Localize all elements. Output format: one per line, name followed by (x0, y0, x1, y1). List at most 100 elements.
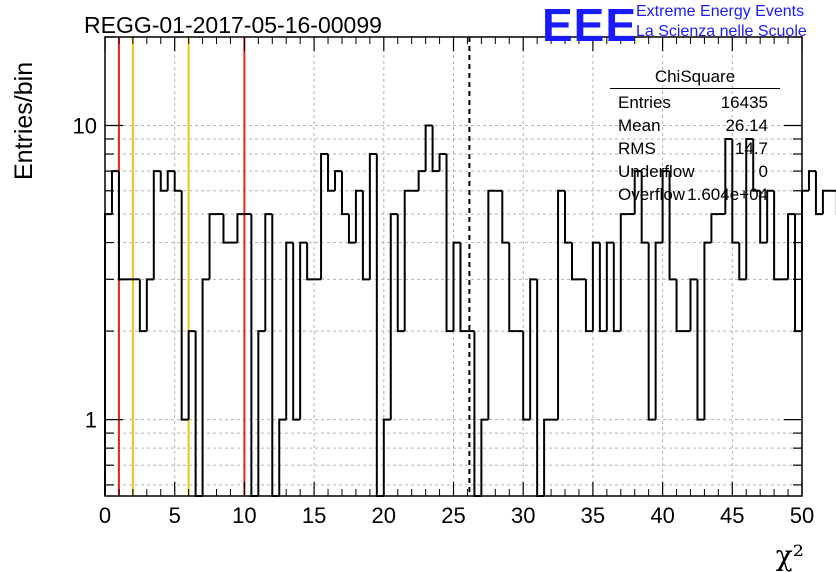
axis-ticks (104, 36, 803, 496)
histogram-bin (327, 154, 336, 192)
histogram-bin (787, 213, 796, 280)
stats-row-overflow: Overflow 1.604e+04 (610, 183, 780, 206)
histogram-bin (166, 170, 175, 191)
x-tick-label: 15 (302, 503, 326, 528)
histogram-bin (522, 331, 531, 421)
histogram-bin (794, 214, 802, 333)
histogram-bin (745, 137, 754, 280)
histogram-bin (180, 190, 189, 421)
histogram-bin (501, 190, 510, 244)
stats-value: 14.7 (734, 139, 768, 158)
histogram-bin (361, 190, 370, 281)
histogram-bin (250, 214, 259, 497)
x-axis-label: χ² (776, 539, 804, 572)
histogram-bin (375, 154, 384, 497)
histogram-bin (752, 138, 761, 192)
histogram-bin (612, 242, 621, 333)
histogram-bin (117, 171, 126, 281)
histogram-bin (605, 241, 614, 332)
histogram-bin (591, 241, 600, 332)
histogram-bin (619, 213, 628, 332)
stats-key: Overflow (618, 185, 686, 204)
histogram-bin (320, 153, 329, 280)
histogram-bin (187, 330, 196, 420)
histogram-bin (480, 418, 489, 496)
histogram-bin (173, 171, 182, 192)
histogram-bin (807, 170, 816, 191)
histogram-bin (389, 213, 398, 420)
histogram-bin (557, 189, 566, 420)
histogram-bin (508, 242, 517, 333)
histogram-bin (138, 279, 147, 333)
histogram-bin (201, 278, 210, 496)
histogram-bin (738, 242, 747, 281)
x-tick-labels: 0 5 10 15 20 25 30 35 40 45 50 (99, 503, 814, 528)
x-tick-label: 10 (232, 503, 256, 528)
histogram-bin (382, 418, 391, 496)
histogram-bin (222, 214, 231, 244)
x-tick-label: 45 (720, 503, 744, 528)
stats-row-underflow: Underflow 0 (610, 160, 780, 183)
x-tick-label: 25 (441, 503, 465, 528)
histogram-bin (347, 214, 356, 244)
x-tick-label: 40 (650, 503, 674, 528)
histogram-bin (459, 242, 468, 333)
histogram-bin (640, 171, 649, 244)
x-tick-label: 0 (99, 503, 111, 528)
histogram-bin (598, 242, 607, 333)
histogram-bin (633, 170, 642, 215)
histogram-bin (403, 189, 412, 332)
stats-value: 16435 (720, 93, 768, 112)
histogram-bin (159, 171, 168, 192)
histogram-bin (821, 189, 830, 215)
histogram-bin (424, 124, 433, 172)
x-tick-label: 30 (511, 503, 535, 528)
histogram-bin (536, 279, 545, 497)
stats-row-mean: Mean 26.14 (610, 114, 780, 137)
histogram-bin (543, 418, 552, 496)
histogram-bin (724, 137, 733, 215)
y-tick-labels: 1 10 (73, 114, 97, 433)
histogram-bin (731, 138, 740, 244)
histogram-bin (689, 278, 698, 332)
histogram-bin (431, 125, 440, 173)
histogram-bin (710, 213, 719, 243)
histogram-bin (194, 331, 203, 497)
x-tick-label: 50 (790, 503, 814, 528)
histogram-bin (299, 241, 308, 420)
histogram-bin (236, 213, 245, 243)
histogram-bin (354, 189, 363, 243)
histogram-bin (773, 190, 782, 281)
y-tick-label: 1 (85, 408, 97, 433)
histogram-bin (417, 170, 426, 191)
histogram-bin (654, 241, 663, 420)
histogram-bin (285, 241, 294, 420)
stats-row-rms: RMS 14.7 (610, 137, 780, 160)
stats-key: Underflow (618, 162, 695, 181)
histogram-bin (570, 242, 579, 281)
histogram-bin (696, 279, 705, 421)
histogram-bin (487, 189, 496, 420)
stats-value: 26.14 (725, 116, 768, 135)
histogram-bin (647, 242, 656, 421)
stats-box: ChiSquare Entries 16435 Mean 26.14 RMS 1… (610, 66, 780, 206)
histogram-bin (759, 190, 768, 244)
histogram-bin (334, 170, 342, 191)
histogram-bin (306, 242, 315, 281)
histogram-bin (675, 279, 684, 333)
histogram-bin (340, 171, 349, 216)
logo-subtitle-line-2: La Scienza nelle Scuole (636, 23, 807, 40)
histogram-series (104, 124, 836, 497)
histogram-bin (438, 153, 447, 172)
stats-value: 0 (758, 162, 768, 181)
histogram-bin (661, 170, 670, 243)
histogram-bin (396, 214, 405, 333)
histogram-bin (584, 279, 593, 333)
histogram-bin (801, 189, 809, 332)
histogram-bin (452, 241, 461, 332)
eee-logo: EEE (542, 0, 638, 51)
histogram-bin (110, 170, 119, 215)
x-tick-label: 35 (581, 503, 605, 528)
stats-value: 1.604e+04 (687, 185, 768, 204)
